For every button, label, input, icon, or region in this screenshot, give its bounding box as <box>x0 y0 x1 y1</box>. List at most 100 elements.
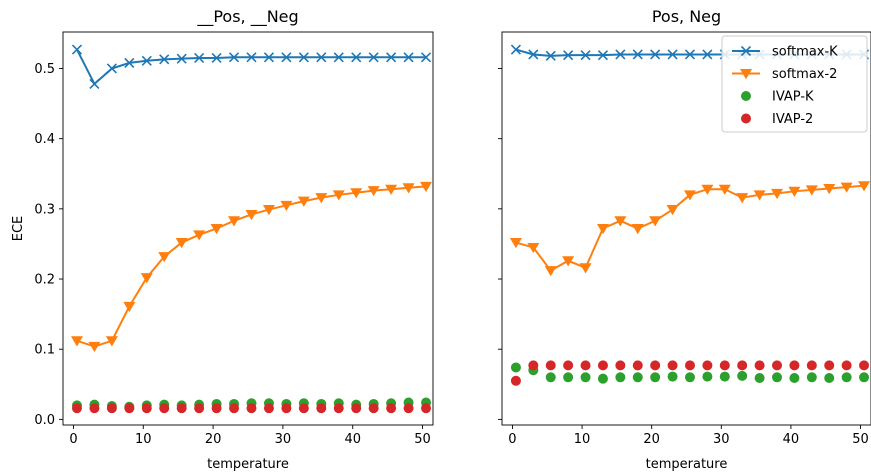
data-point <box>141 55 152 66</box>
data-point <box>332 190 345 201</box>
data-point <box>193 230 206 241</box>
data-point <box>176 403 187 414</box>
data-point <box>562 256 575 267</box>
legend-label: IVAP-K <box>772 90 814 105</box>
legend-label: softmax-2 <box>772 67 837 82</box>
data-point <box>650 49 661 60</box>
data-point <box>281 52 292 63</box>
data-point <box>123 301 136 313</box>
data-point <box>263 52 275 63</box>
data-point <box>805 185 818 196</box>
data-point <box>719 360 730 371</box>
y-tick-label: 0.5 <box>34 62 55 77</box>
data-point <box>105 336 118 347</box>
data-point <box>228 216 241 227</box>
data-point <box>806 360 817 371</box>
y-tick-label: 0.2 <box>34 273 55 288</box>
data-point <box>386 403 397 414</box>
y-tick-label: 0.1 <box>34 343 55 358</box>
data-point <box>262 205 275 216</box>
data-point <box>211 52 222 64</box>
data-point <box>420 181 433 193</box>
data-point <box>298 52 309 63</box>
data-point <box>367 186 380 197</box>
data-point <box>753 190 766 201</box>
data-point <box>89 403 100 414</box>
legend-key <box>741 113 751 124</box>
data-point <box>545 50 556 61</box>
data-point <box>158 252 171 263</box>
data-point <box>333 52 344 63</box>
data-point <box>385 184 398 195</box>
series-softmax-2 <box>70 181 433 353</box>
data-point <box>736 193 749 204</box>
data-point <box>580 360 591 371</box>
data-point <box>841 360 852 371</box>
subplot-title: __Pos, __Neg <box>196 7 298 27</box>
y-tick-label: 0.4 <box>34 132 55 147</box>
x-axis-label: temperature <box>207 457 289 472</box>
data-point <box>510 375 521 386</box>
data-point <box>528 360 539 371</box>
data-point <box>211 403 222 414</box>
data-point <box>124 403 135 414</box>
data-point <box>789 360 800 371</box>
data-point <box>840 182 853 193</box>
data-point <box>350 188 363 199</box>
legend-label: softmax-K <box>772 45 838 60</box>
data-point <box>702 49 713 60</box>
data-point <box>632 49 643 60</box>
data-point <box>316 52 327 63</box>
data-point <box>597 373 608 384</box>
data-point <box>402 183 415 194</box>
data-point <box>106 63 117 74</box>
data-point <box>684 49 696 60</box>
data-point <box>650 372 661 383</box>
data-point <box>580 50 591 61</box>
data-point <box>281 403 292 414</box>
data-point <box>563 372 574 383</box>
data-point <box>615 360 626 371</box>
data-point <box>788 186 801 198</box>
data-point <box>596 224 609 235</box>
data-point <box>316 403 327 414</box>
data-point <box>403 403 414 414</box>
data-point <box>563 360 574 371</box>
y-axis-label: ECE <box>11 216 26 242</box>
data-point <box>597 360 608 371</box>
data-point <box>684 360 695 371</box>
data-point <box>719 371 730 382</box>
data-point <box>421 403 432 414</box>
data-point <box>315 193 328 204</box>
x-tick-label: 40 <box>344 432 361 447</box>
data-point <box>351 52 362 63</box>
data-point <box>737 370 748 381</box>
y-tick-label: 0.0 <box>34 413 55 428</box>
data-point <box>702 371 713 382</box>
x-tick-label: 30 <box>275 432 292 447</box>
data-point <box>420 52 432 63</box>
data-point <box>579 263 592 274</box>
data-point <box>228 52 240 63</box>
data-point <box>858 181 871 192</box>
data-point <box>702 360 713 371</box>
data-point <box>650 360 661 371</box>
data-point <box>246 403 257 414</box>
data-point <box>71 403 82 414</box>
data-point <box>754 372 765 383</box>
x-tick-label: 50 <box>414 432 431 447</box>
x-tick-label: 40 <box>783 432 800 447</box>
data-point <box>615 372 626 383</box>
data-point <box>298 403 309 414</box>
data-point <box>649 216 662 227</box>
data-point <box>175 238 188 249</box>
data-point <box>141 403 152 414</box>
data-point <box>580 372 591 383</box>
legend-key <box>732 69 760 80</box>
data-point <box>667 371 678 382</box>
data-point <box>545 360 556 371</box>
legend-key <box>732 45 760 57</box>
data-point <box>89 78 100 89</box>
data-point <box>246 52 257 63</box>
